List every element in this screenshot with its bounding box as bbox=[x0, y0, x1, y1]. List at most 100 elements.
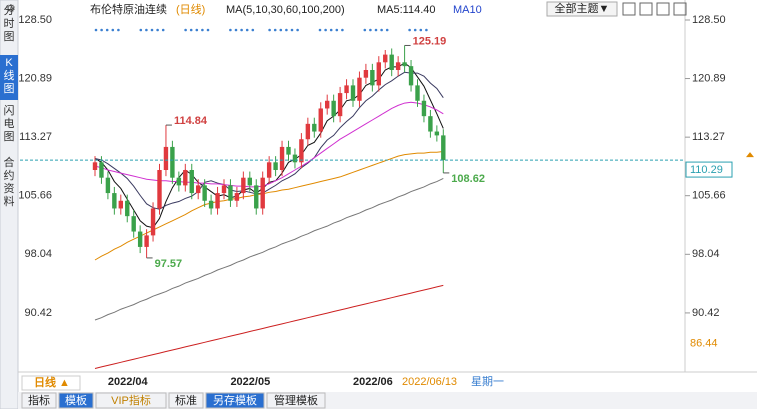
candle-body bbox=[202, 185, 207, 201]
price-arrow bbox=[746, 152, 754, 158]
candle-body bbox=[170, 146, 175, 178]
candle-body bbox=[144, 235, 149, 247]
footer-tab-label[interactable]: 模板 bbox=[65, 393, 87, 407]
icon[interactable] bbox=[673, 2, 687, 16]
event-dot bbox=[139, 28, 143, 32]
sidebar-tab[interactable]: 合约资料 bbox=[4, 155, 15, 208]
annotation: 97.57 bbox=[155, 258, 183, 270]
candle-body bbox=[273, 162, 278, 170]
candle-body bbox=[318, 108, 323, 132]
footer-tab-label[interactable]: 管理模板 bbox=[274, 393, 318, 407]
footer-tab-label[interactable]: 标准 bbox=[175, 393, 197, 407]
sidebar-tab[interactable]: 闪电图 bbox=[4, 103, 15, 143]
toolbar-icons bbox=[622, 2, 687, 16]
candle-body bbox=[196, 185, 201, 194]
event-dot bbox=[380, 28, 383, 32]
event-dot bbox=[413, 28, 417, 32]
candle-body bbox=[337, 93, 343, 117]
event-dot bbox=[184, 28, 187, 32]
footer-tab-label[interactable]: 另存模板 bbox=[213, 393, 257, 407]
candle-body bbox=[383, 54, 388, 63]
candle-body bbox=[176, 177, 182, 186]
candle-body bbox=[137, 231, 143, 247]
candle-body bbox=[247, 177, 252, 186]
sidebar-tab[interactable]: K 线图 bbox=[4, 57, 15, 95]
candle-body bbox=[157, 170, 162, 209]
footer-tab[interactable] bbox=[95, 392, 167, 409]
footer-tab[interactable] bbox=[58, 392, 94, 409]
y-tick-label-left: 90.42 bbox=[24, 307, 52, 319]
event-dot bbox=[335, 28, 339, 32]
event-dot bbox=[374, 28, 378, 32]
candle-body bbox=[241, 177, 246, 194]
candle-body bbox=[408, 66, 414, 86]
settings-icon[interactable]: ⚙ bbox=[6, 3, 16, 15]
event-dot bbox=[273, 28, 277, 32]
icon[interactable] bbox=[622, 2, 636, 16]
event-dot bbox=[408, 28, 411, 32]
footer-tab[interactable] bbox=[266, 392, 326, 409]
candle-body bbox=[350, 85, 356, 101]
period-button-label[interactable]: 日线 ▲ bbox=[34, 375, 70, 389]
candle-body bbox=[221, 185, 227, 194]
ma10-legend: MA10 bbox=[453, 4, 482, 16]
event-dot bbox=[329, 28, 333, 32]
candle-body bbox=[292, 154, 298, 163]
x-tick-label: 2022/05 bbox=[230, 376, 270, 388]
price-label: 110.29 bbox=[690, 164, 723, 176]
candle-body bbox=[228, 185, 233, 201]
event-dot bbox=[341, 28, 344, 32]
candle-body bbox=[421, 100, 427, 117]
event-dot bbox=[251, 28, 255, 32]
event-dot bbox=[156, 28, 159, 32]
candle-body bbox=[118, 200, 123, 209]
event-dot bbox=[385, 28, 389, 32]
event-dot bbox=[94, 28, 98, 32]
event-dot bbox=[234, 28, 238, 32]
y-tick-label: 128.50 bbox=[692, 14, 726, 26]
candle-body bbox=[357, 77, 362, 101]
event-dot bbox=[240, 28, 243, 32]
event-dot bbox=[290, 28, 294, 32]
event-dot bbox=[201, 28, 204, 32]
event-dot bbox=[145, 28, 148, 32]
candle-body bbox=[325, 100, 330, 109]
moving-average bbox=[94, 284, 444, 369]
candle-body bbox=[415, 85, 420, 101]
candle-body bbox=[331, 100, 336, 117]
event-dot bbox=[111, 28, 115, 32]
event-dot bbox=[229, 28, 232, 32]
price-box bbox=[685, 161, 733, 178]
candle-body bbox=[234, 193, 240, 201]
y-tick-label: 120.89 bbox=[692, 72, 726, 84]
event-dot bbox=[363, 28, 367, 32]
footer-tab[interactable] bbox=[205, 392, 265, 409]
sidebar-tab[interactable]: 分时图 bbox=[4, 4, 15, 43]
icon[interactable] bbox=[656, 2, 670, 16]
event-dot bbox=[279, 28, 283, 32]
footer-tab[interactable] bbox=[21, 392, 57, 409]
theme-button-label[interactable]: 全部主题▼ bbox=[555, 1, 610, 15]
event-dot bbox=[117, 28, 120, 32]
candle-body bbox=[312, 123, 317, 132]
footer-tab-label[interactable]: VIP指标 bbox=[111, 393, 151, 407]
cursor-weekday: 星期一 bbox=[471, 375, 504, 388]
theme-button[interactable] bbox=[546, 1, 618, 17]
icon[interactable] bbox=[639, 2, 653, 16]
event-dot bbox=[425, 28, 428, 32]
footer-tab-label[interactable]: 指标 bbox=[28, 393, 50, 407]
candle-body bbox=[105, 177, 111, 194]
footer-tab[interactable] bbox=[168, 392, 204, 409]
event-dot bbox=[369, 28, 372, 32]
candle-body bbox=[370, 70, 375, 86]
y-tick-label-left: 113.27 bbox=[19, 131, 52, 143]
candle-body bbox=[286, 146, 291, 155]
y-tick-label: 90.42 bbox=[692, 307, 720, 319]
period-button[interactable] bbox=[21, 375, 81, 391]
y-tick-label-left: 98.04 bbox=[24, 248, 52, 260]
candle-body bbox=[112, 193, 117, 209]
event-dot bbox=[324, 28, 327, 32]
active-tab bbox=[0, 55, 18, 100]
event-dot bbox=[189, 28, 193, 32]
event-dot bbox=[245, 28, 249, 32]
